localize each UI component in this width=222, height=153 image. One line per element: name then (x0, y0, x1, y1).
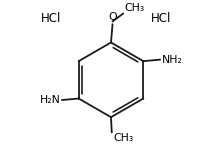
Text: O: O (108, 12, 117, 22)
Text: HCl: HCl (151, 12, 171, 25)
Text: CH₃: CH₃ (113, 133, 133, 143)
Text: NH₂: NH₂ (162, 55, 182, 65)
Text: HCl: HCl (41, 12, 61, 25)
Text: CH₃: CH₃ (125, 3, 145, 13)
Text: H₂N: H₂N (40, 95, 60, 105)
